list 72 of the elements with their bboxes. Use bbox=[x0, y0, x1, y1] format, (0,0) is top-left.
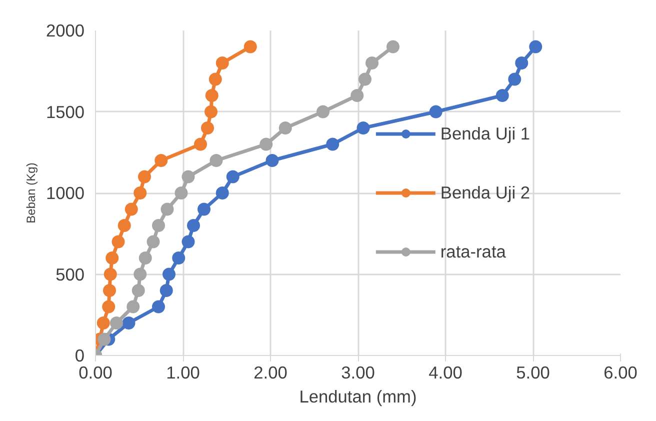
point bbox=[356, 122, 370, 134]
x-tick-label: 4.00 bbox=[428, 362, 462, 382]
point bbox=[386, 40, 400, 54]
point bbox=[154, 154, 168, 167]
y-tick-label: 1500 bbox=[46, 102, 85, 122]
point bbox=[172, 252, 186, 264]
point bbox=[204, 105, 218, 118]
point bbox=[187, 219, 200, 232]
x-tick-label: 5.00 bbox=[516, 362, 550, 382]
point bbox=[350, 89, 364, 102]
point bbox=[110, 316, 123, 330]
point bbox=[182, 235, 195, 248]
point bbox=[118, 219, 131, 232]
point bbox=[515, 56, 528, 70]
legend-label: Benda Uji 2 bbox=[440, 182, 530, 203]
point bbox=[205, 89, 218, 102]
point bbox=[529, 40, 542, 54]
y-tick-label: 1000 bbox=[46, 183, 85, 203]
y-tick-label: 0 bbox=[74, 346, 85, 366]
x-tick-label: 3.00 bbox=[341, 362, 375, 382]
point bbox=[208, 72, 222, 86]
point bbox=[146, 235, 160, 248]
point bbox=[152, 219, 165, 232]
y-tick-label: 2000 bbox=[46, 20, 85, 40]
point bbox=[174, 186, 188, 200]
point bbox=[104, 268, 117, 281]
point bbox=[160, 284, 173, 297]
point bbox=[132, 284, 145, 297]
point bbox=[496, 89, 509, 102]
x-tick-label: 6.00 bbox=[604, 362, 638, 382]
point bbox=[358, 72, 372, 86]
point bbox=[260, 138, 273, 151]
point bbox=[198, 202, 210, 216]
point bbox=[124, 202, 138, 216]
y-axis-title: Beban (Kg) bbox=[24, 162, 38, 224]
point bbox=[103, 284, 116, 297]
point bbox=[266, 154, 279, 167]
x-tick-label: 1.00 bbox=[166, 362, 200, 382]
point bbox=[316, 105, 330, 118]
point bbox=[326, 138, 340, 151]
point bbox=[112, 235, 125, 248]
point bbox=[138, 252, 152, 264]
point bbox=[182, 170, 195, 184]
point bbox=[134, 186, 147, 200]
point bbox=[162, 268, 176, 281]
point bbox=[278, 122, 292, 134]
point bbox=[429, 105, 442, 118]
point bbox=[216, 186, 229, 200]
point bbox=[96, 316, 110, 330]
legend-label: Benda Uji 1 bbox=[440, 123, 530, 144]
x-axis-title: Lendutan (mm) bbox=[299, 386, 417, 406]
x-tick-label: 2.00 bbox=[254, 362, 288, 382]
point bbox=[160, 202, 174, 216]
point bbox=[194, 138, 207, 151]
point bbox=[152, 300, 165, 314]
point bbox=[226, 170, 240, 184]
point bbox=[106, 252, 119, 264]
point bbox=[201, 122, 214, 134]
legend-label: rata-rata bbox=[440, 241, 506, 262]
point bbox=[508, 72, 522, 86]
x-tick-label: 0.00 bbox=[78, 362, 112, 382]
point bbox=[98, 332, 111, 346]
point bbox=[134, 268, 147, 281]
point bbox=[216, 56, 229, 70]
point bbox=[244, 40, 257, 54]
point bbox=[138, 170, 151, 184]
point bbox=[126, 300, 140, 314]
point bbox=[102, 300, 116, 314]
point bbox=[366, 56, 378, 70]
point bbox=[122, 316, 136, 330]
y-tick-label: 500 bbox=[56, 264, 85, 284]
point bbox=[210, 154, 223, 167]
